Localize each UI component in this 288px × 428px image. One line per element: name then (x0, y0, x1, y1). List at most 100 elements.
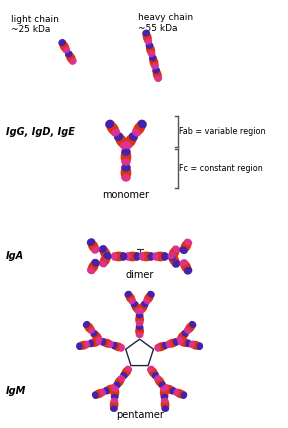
Ellipse shape (111, 128, 120, 137)
Ellipse shape (121, 158, 131, 166)
Ellipse shape (96, 336, 103, 343)
Ellipse shape (155, 76, 162, 82)
Ellipse shape (84, 321, 95, 333)
Ellipse shape (111, 386, 119, 400)
Ellipse shape (111, 386, 119, 392)
Text: monomer: monomer (103, 190, 149, 200)
Ellipse shape (131, 301, 138, 308)
Ellipse shape (178, 338, 191, 347)
Ellipse shape (99, 260, 107, 268)
Ellipse shape (173, 389, 179, 396)
Ellipse shape (111, 342, 118, 349)
Ellipse shape (142, 30, 150, 37)
Ellipse shape (121, 366, 132, 378)
Ellipse shape (88, 339, 94, 347)
Ellipse shape (154, 375, 165, 388)
Ellipse shape (132, 128, 141, 137)
Ellipse shape (181, 392, 187, 399)
Ellipse shape (180, 239, 192, 253)
Ellipse shape (149, 54, 157, 62)
Ellipse shape (114, 132, 123, 141)
Text: IgA: IgA (6, 251, 24, 262)
Ellipse shape (119, 344, 125, 352)
Ellipse shape (154, 344, 160, 352)
Ellipse shape (179, 259, 187, 266)
Ellipse shape (162, 342, 168, 349)
Ellipse shape (111, 394, 119, 400)
Text: IgG, IgD, IgE: IgG, IgD, IgE (6, 127, 75, 137)
Text: light chain
~25 kDa: light chain ~25 kDa (11, 15, 59, 35)
Ellipse shape (135, 324, 144, 338)
Ellipse shape (184, 267, 192, 275)
Ellipse shape (189, 341, 195, 348)
Ellipse shape (139, 252, 154, 262)
Ellipse shape (124, 291, 132, 297)
Ellipse shape (125, 252, 131, 261)
Ellipse shape (113, 381, 121, 388)
Ellipse shape (136, 332, 143, 338)
Ellipse shape (92, 247, 100, 254)
Ellipse shape (137, 301, 148, 314)
Ellipse shape (147, 291, 155, 297)
Ellipse shape (161, 398, 169, 411)
Text: dimer: dimer (125, 270, 154, 280)
Ellipse shape (179, 247, 188, 254)
Ellipse shape (146, 42, 153, 49)
Ellipse shape (105, 119, 114, 128)
Ellipse shape (168, 252, 176, 259)
Ellipse shape (106, 121, 119, 136)
Ellipse shape (111, 252, 127, 262)
Text: pentamer: pentamer (116, 410, 164, 420)
Ellipse shape (135, 308, 142, 314)
Ellipse shape (76, 342, 83, 350)
Ellipse shape (181, 330, 189, 337)
Ellipse shape (92, 259, 100, 267)
Ellipse shape (174, 389, 187, 398)
Ellipse shape (100, 339, 113, 348)
Ellipse shape (65, 51, 73, 57)
Ellipse shape (66, 51, 76, 65)
Ellipse shape (184, 327, 191, 334)
Ellipse shape (152, 372, 159, 379)
Ellipse shape (110, 405, 118, 412)
Ellipse shape (180, 259, 192, 274)
Ellipse shape (111, 252, 118, 261)
Ellipse shape (132, 121, 146, 136)
Ellipse shape (131, 301, 142, 314)
Ellipse shape (170, 387, 176, 395)
Ellipse shape (87, 267, 95, 274)
Ellipse shape (161, 252, 169, 261)
Ellipse shape (162, 405, 169, 412)
Ellipse shape (155, 342, 168, 351)
Text: IgM: IgM (6, 386, 26, 396)
Ellipse shape (121, 148, 131, 166)
Ellipse shape (125, 252, 140, 262)
Ellipse shape (99, 253, 111, 267)
Ellipse shape (168, 246, 180, 260)
Ellipse shape (173, 338, 179, 346)
Ellipse shape (88, 239, 99, 253)
Ellipse shape (166, 339, 179, 348)
Ellipse shape (177, 336, 183, 343)
Ellipse shape (147, 366, 154, 372)
Ellipse shape (92, 392, 98, 399)
Ellipse shape (99, 245, 107, 253)
Ellipse shape (125, 366, 132, 372)
Ellipse shape (92, 389, 106, 398)
Ellipse shape (148, 51, 156, 57)
Ellipse shape (143, 298, 150, 304)
Ellipse shape (177, 330, 188, 342)
Ellipse shape (110, 398, 119, 411)
Ellipse shape (115, 133, 128, 149)
Ellipse shape (100, 389, 106, 396)
Ellipse shape (196, 342, 203, 350)
Ellipse shape (141, 301, 149, 308)
Ellipse shape (118, 375, 125, 381)
Ellipse shape (136, 324, 143, 330)
Ellipse shape (189, 321, 196, 328)
Ellipse shape (77, 341, 90, 350)
Ellipse shape (172, 245, 180, 253)
Ellipse shape (184, 238, 192, 246)
Ellipse shape (88, 338, 101, 347)
Ellipse shape (108, 341, 114, 348)
